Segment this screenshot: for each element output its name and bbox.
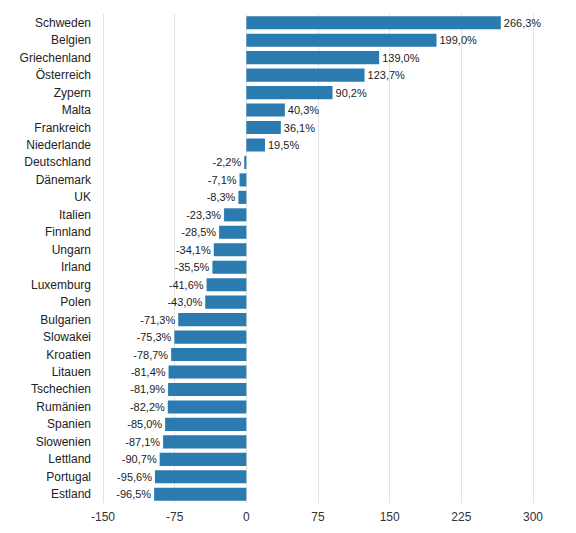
svg-text:Niederlande: Niederlande bbox=[26, 138, 91, 152]
svg-text:Österreich: Österreich bbox=[36, 68, 91, 82]
svg-text:-28,5%: -28,5% bbox=[181, 226, 216, 238]
svg-text:-96,5%: -96,5% bbox=[116, 488, 151, 500]
svg-text:-75: -75 bbox=[166, 510, 184, 524]
svg-text:139,0%: 139,0% bbox=[382, 52, 420, 64]
svg-text:Griechenland: Griechenland bbox=[20, 51, 91, 65]
svg-text:40,3%: 40,3% bbox=[288, 104, 319, 116]
svg-text:Ungarn: Ungarn bbox=[52, 243, 91, 257]
svg-text:199,0%: 199,0% bbox=[439, 34, 477, 46]
svg-text:-7,1%: -7,1% bbox=[208, 174, 237, 186]
svg-text:Dänemark: Dänemark bbox=[36, 173, 92, 187]
svg-text:Rumänien: Rumänien bbox=[36, 400, 91, 414]
svg-text:Finnland: Finnland bbox=[45, 225, 91, 239]
svg-text:-43,0%: -43,0% bbox=[167, 296, 202, 308]
svg-text:300: 300 bbox=[523, 510, 543, 524]
svg-text:Estland: Estland bbox=[51, 487, 91, 501]
svg-text:-85,0%: -85,0% bbox=[127, 418, 162, 430]
svg-text:-41,6%: -41,6% bbox=[169, 279, 204, 291]
svg-text:-23,3%: -23,3% bbox=[186, 209, 221, 221]
svg-text:UK: UK bbox=[74, 190, 91, 204]
svg-text:-8,3%: -8,3% bbox=[207, 191, 236, 203]
svg-text:Italien: Italien bbox=[59, 208, 91, 222]
svg-text:Belgien: Belgien bbox=[51, 33, 91, 47]
svg-text:Tschechien: Tschechien bbox=[31, 382, 91, 396]
svg-text:-150: -150 bbox=[91, 510, 115, 524]
svg-text:90,2%: 90,2% bbox=[336, 87, 367, 99]
svg-text:123,7%: 123,7% bbox=[368, 69, 406, 81]
svg-text:-35,5%: -35,5% bbox=[175, 261, 210, 273]
svg-text:Slowakei: Slowakei bbox=[43, 330, 91, 344]
svg-text:Zypern: Zypern bbox=[54, 86, 91, 100]
svg-text:-75,3%: -75,3% bbox=[137, 331, 172, 343]
svg-text:-82,2%: -82,2% bbox=[130, 401, 165, 413]
svg-text:Portugal: Portugal bbox=[46, 470, 91, 484]
svg-text:-2,2%: -2,2% bbox=[212, 156, 241, 168]
svg-text:Deutschland: Deutschland bbox=[24, 155, 91, 169]
svg-text:-34,1%: -34,1% bbox=[176, 244, 211, 256]
svg-text:225: 225 bbox=[451, 510, 471, 524]
svg-text:Irland: Irland bbox=[61, 260, 91, 274]
svg-text:-78,7%: -78,7% bbox=[133, 349, 168, 361]
svg-text:Luxemburg: Luxemburg bbox=[31, 278, 91, 292]
svg-text:Frankreich: Frankreich bbox=[34, 121, 91, 135]
svg-text:Bulgarien: Bulgarien bbox=[40, 313, 91, 327]
svg-text:-81,4%: -81,4% bbox=[131, 366, 166, 378]
svg-text:150: 150 bbox=[380, 510, 400, 524]
svg-text:-95,6%: -95,6% bbox=[117, 471, 152, 483]
svg-text:-87,1%: -87,1% bbox=[125, 436, 160, 448]
svg-text:-81,9%: -81,9% bbox=[130, 383, 165, 395]
svg-text:Slowenien: Slowenien bbox=[36, 435, 91, 449]
svg-text:19,5%: 19,5% bbox=[268, 139, 299, 151]
svg-text:Kroatien: Kroatien bbox=[46, 348, 91, 362]
svg-text:0: 0 bbox=[243, 510, 250, 524]
svg-text:Malta: Malta bbox=[62, 103, 92, 117]
svg-text:Lettland: Lettland bbox=[48, 452, 91, 466]
svg-text:Schweden: Schweden bbox=[35, 16, 91, 30]
svg-text:Polen: Polen bbox=[60, 295, 91, 309]
svg-text:Litauen: Litauen bbox=[52, 365, 91, 379]
svg-text:-71,3%: -71,3% bbox=[140, 314, 175, 326]
svg-text:266,3%: 266,3% bbox=[504, 17, 542, 29]
svg-text:-90,7%: -90,7% bbox=[122, 453, 157, 465]
svg-text:36,1%: 36,1% bbox=[284, 122, 315, 134]
svg-text:75: 75 bbox=[311, 510, 325, 524]
svg-text:Spanien: Spanien bbox=[47, 417, 91, 431]
